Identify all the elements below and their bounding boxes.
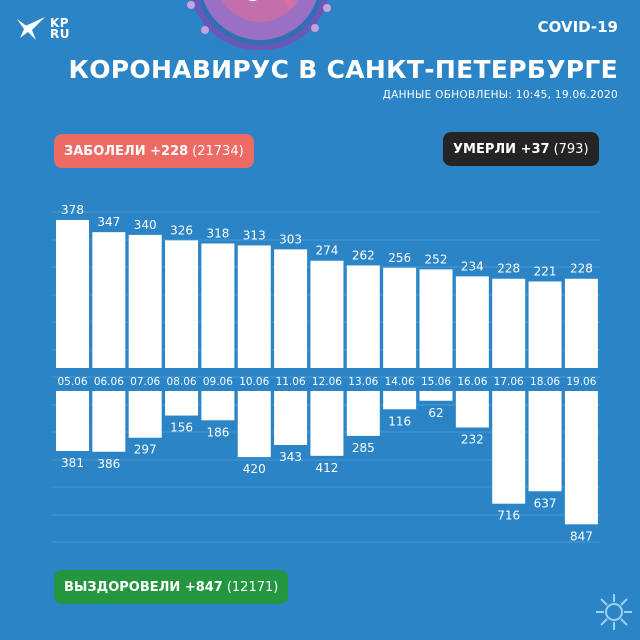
cases-bar <box>528 281 562 368</box>
cases-value-label: 228 <box>570 262 593 276</box>
date-tick-label: 19.06 <box>566 376 596 388</box>
cases-value-label: 326 <box>170 223 193 237</box>
cases-bar <box>419 269 453 368</box>
cases-value-label: 303 <box>279 232 302 246</box>
date-tick-label: 18.06 <box>530 376 560 388</box>
date-tick-label: 13.06 <box>348 376 378 388</box>
deaths-badge-total: (793) <box>553 141 589 157</box>
recovered-value-label: 156 <box>170 421 193 435</box>
recovered-bar <box>128 391 162 438</box>
kp-ru-logo[interactable]: KP RU <box>16 16 70 42</box>
cases-bar <box>310 260 344 368</box>
recovered-value-label: 381 <box>61 456 84 470</box>
recovered-badge: ВЫЗДОРОВЕЛИ +847 (12171) <box>54 570 289 604</box>
cases-bar <box>237 245 271 368</box>
recovered-value-label: 637 <box>534 496 557 510</box>
cases-value-label: 318 <box>206 227 229 241</box>
cases-bar <box>492 278 526 368</box>
cases-bar <box>128 234 162 368</box>
cases-value-label: 313 <box>243 228 266 242</box>
cases-bar <box>165 240 199 368</box>
recovered-value-label: 285 <box>352 441 375 455</box>
sick-badge-total: (21734) <box>192 143 244 159</box>
sick-badge-label: ЗАБОЛЕЛИ +228 <box>64 143 189 159</box>
date-tick-label: 17.06 <box>494 376 524 388</box>
recovered-bar <box>492 391 526 504</box>
cases-bar <box>201 243 235 368</box>
recovered-bar <box>201 391 235 421</box>
cases-bar <box>455 276 489 368</box>
date-tick-label: 08.06 <box>167 376 197 388</box>
recovered-value-label: 716 <box>497 509 520 523</box>
cases-value-label: 347 <box>97 215 120 229</box>
recovered-bar <box>237 391 271 458</box>
page-title: КОРОНАВИРУС В САНКТ-ПЕТЕРБУРГЕ <box>68 55 618 84</box>
date-tick-label: 05.06 <box>57 376 87 388</box>
cases-bar <box>92 232 126 368</box>
recovered-bar <box>165 391 199 416</box>
recovered-badge-total: (12171) <box>226 579 279 595</box>
date-tick-label: 06.06 <box>94 376 124 388</box>
recovered-bar <box>455 391 489 428</box>
date-tick-label: 15.06 <box>421 376 451 388</box>
virus-illustration-icon <box>187 0 331 50</box>
cases-bar <box>564 278 598 368</box>
recovered-value-label: 232 <box>461 433 484 447</box>
cases-bar <box>56 220 89 368</box>
cases-value-label: 262 <box>352 248 375 262</box>
cases-value-label: 340 <box>134 218 157 232</box>
date-tick-label: 12.06 <box>312 376 342 388</box>
recovered-value-label: 297 <box>134 443 157 457</box>
recovered-bar <box>419 391 453 401</box>
recovered-bar <box>528 391 562 492</box>
cases-value-label: 252 <box>425 252 448 266</box>
recovered-value-label: 420 <box>243 462 266 476</box>
recovered-value-label: 62 <box>428 406 443 420</box>
recovered-badge-label: ВЫЗДОРОВЕЛИ +847 <box>64 579 223 595</box>
logo-text-ru: RU <box>50 27 70 41</box>
recovered-value-label: 847 <box>570 529 593 543</box>
recovered-bar <box>310 391 344 456</box>
recovered-value-label: 412 <box>315 461 338 475</box>
recovered-bar <box>274 391 308 445</box>
date-tick-label: 07.06 <box>130 376 160 388</box>
cases-value-label: 234 <box>461 259 484 273</box>
recovered-value-label: 116 <box>388 414 411 428</box>
covid-tag: COVID-19 <box>537 18 618 36</box>
cases-value-label: 256 <box>388 251 411 265</box>
cases-value-label: 378 <box>61 203 84 217</box>
bird-logo-icon <box>17 17 45 40</box>
recovered-bar <box>92 391 126 452</box>
recovered-value-label: 386 <box>97 457 120 471</box>
date-tick-label: 09.06 <box>203 376 233 388</box>
recovered-bar <box>383 391 417 410</box>
date-tick-label: 16.06 <box>457 376 487 388</box>
logo-text-kp: KP <box>50 16 70 30</box>
deaths-badge-label: УМЕРЛИ +37 <box>453 141 550 157</box>
recovered-bar <box>56 391 89 451</box>
recovered-bar <box>564 391 598 525</box>
date-tick-label: 14.06 <box>385 376 415 388</box>
update-timestamp: ДАННЫЕ ОБНОВЛЕНЫ: 10:45, 19.06.2020 <box>382 89 618 101</box>
cases-bar <box>346 265 380 368</box>
cases-value-label: 221 <box>534 264 557 278</box>
cases-value-label: 274 <box>315 244 338 258</box>
recovered-value-label: 186 <box>206 425 229 439</box>
date-tick-label: 11.06 <box>276 376 306 388</box>
virus-corner-icon <box>596 594 632 630</box>
cases-value-label: 228 <box>497 262 520 276</box>
cases-bar <box>274 249 308 368</box>
cases-bar <box>383 267 417 368</box>
recovered-bar <box>346 391 380 436</box>
sick-badge: ЗАБОЛЕЛИ +228 (21734) <box>54 134 254 168</box>
recovered-value-label: 343 <box>279 450 302 464</box>
deaths-badge: УМЕРЛИ +37 (793) <box>443 132 599 166</box>
date-tick-label: 10.06 <box>239 376 269 388</box>
